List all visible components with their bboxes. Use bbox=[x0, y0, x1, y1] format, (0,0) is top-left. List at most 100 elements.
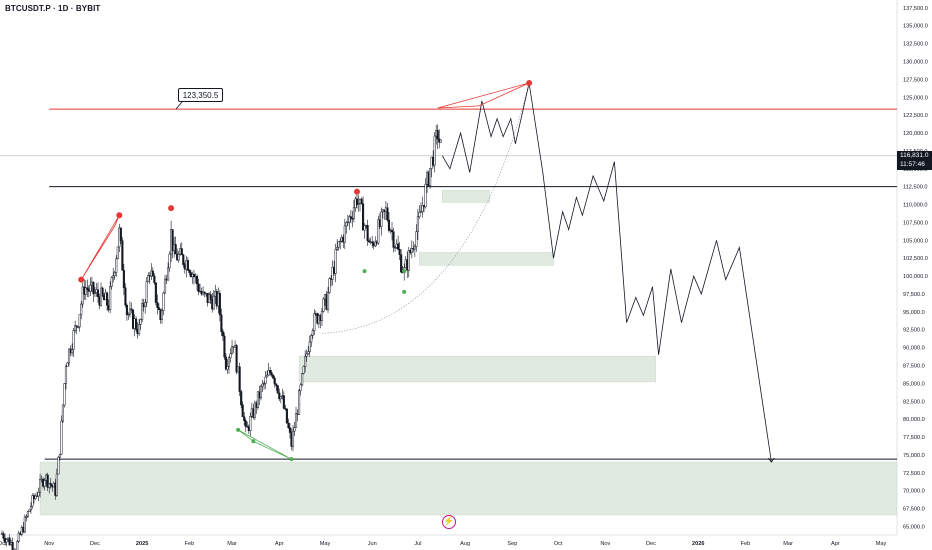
candle-body bbox=[357, 203, 360, 205]
pivot-markers bbox=[78, 79, 533, 462]
candle-body bbox=[139, 319, 142, 325]
red-pivot-marker bbox=[116, 212, 123, 219]
candle-body bbox=[29, 505, 32, 511]
candle-body bbox=[180, 248, 183, 256]
candle-body bbox=[209, 294, 212, 300]
candle-body bbox=[124, 287, 127, 306]
time-tick-label: Nov bbox=[600, 541, 610, 547]
time-tick-label: Feb bbox=[741, 541, 751, 547]
candle-body bbox=[243, 416, 246, 422]
candle-body bbox=[186, 260, 189, 271]
candle-body bbox=[294, 413, 298, 428]
candle-body bbox=[337, 241, 340, 248]
candle-body bbox=[71, 349, 74, 354]
candle-body bbox=[416, 216, 419, 232]
candle-body bbox=[279, 396, 282, 400]
price-tick-label: 87,500.0 bbox=[903, 363, 925, 369]
demand-zone bbox=[442, 190, 490, 203]
time-tick-label: Oct bbox=[554, 541, 563, 547]
price-tick-label: 130,000.0 bbox=[903, 60, 928, 66]
candle-body bbox=[301, 373, 304, 386]
candle-body bbox=[269, 369, 272, 373]
candle-body bbox=[113, 272, 116, 276]
price-tick-label: 67,500.0 bbox=[903, 507, 925, 513]
candle-body bbox=[392, 231, 395, 248]
price-tick-label: 122,500.0 bbox=[903, 113, 928, 119]
candle-body bbox=[2, 533, 5, 539]
price-tick-label: 120,000.0 bbox=[903, 131, 928, 137]
time-tick-label: 2025 bbox=[136, 541, 148, 547]
candle-body bbox=[439, 139, 442, 143]
price-tick-label: 100,000.0 bbox=[903, 274, 928, 280]
candle-body bbox=[168, 253, 171, 269]
candle-body bbox=[253, 402, 256, 418]
candle-body bbox=[390, 229, 394, 232]
price-tick-label: 77,500.0 bbox=[903, 435, 925, 441]
candle-body bbox=[218, 293, 221, 316]
price-callout[interactable]: 123,350.5 bbox=[178, 88, 223, 102]
candle-body bbox=[156, 302, 159, 308]
candle-body bbox=[96, 289, 100, 297]
candle-body bbox=[72, 330, 75, 350]
candle-body bbox=[368, 240, 371, 243]
candle-body bbox=[60, 420, 63, 455]
candle-body bbox=[224, 356, 228, 370]
price-tick-label: 95,000.0 bbox=[903, 310, 925, 316]
candle-body bbox=[230, 346, 234, 354]
horizontal-levels bbox=[0, 101, 897, 460]
dotted-curve bbox=[321, 82, 530, 334]
candle-body bbox=[386, 207, 389, 221]
candle-body bbox=[345, 221, 348, 227]
price-tick-label: 127,500.0 bbox=[903, 77, 928, 83]
candle-body bbox=[240, 391, 243, 406]
bar-countdown: 11:57:46 bbox=[900, 160, 925, 168]
candle-body bbox=[112, 275, 115, 278]
candle-body bbox=[80, 303, 83, 315]
current-price-value: 116,831.0 bbox=[900, 152, 929, 159]
candle-body bbox=[433, 135, 436, 166]
candle-body bbox=[366, 225, 369, 242]
candle-body bbox=[363, 225, 366, 231]
time-tick-label: Dec bbox=[646, 541, 656, 547]
candle-body bbox=[58, 453, 61, 458]
candle-body bbox=[326, 292, 330, 310]
candle-body bbox=[5, 539, 8, 543]
green-pivot-marker bbox=[251, 439, 256, 444]
projected-path-line bbox=[441, 82, 772, 463]
candle-body bbox=[151, 270, 154, 277]
candle-body bbox=[78, 314, 81, 328]
candle-body bbox=[311, 330, 314, 336]
candle-body bbox=[291, 430, 295, 447]
candle-body bbox=[93, 292, 96, 295]
candle-body bbox=[320, 311, 323, 321]
candle-body bbox=[272, 374, 275, 379]
candle-body bbox=[238, 366, 241, 392]
candle-body bbox=[241, 404, 244, 418]
candle-body bbox=[377, 219, 380, 244]
candle-body bbox=[67, 348, 71, 364]
candle-body bbox=[310, 335, 313, 343]
projected-path-arrowhead bbox=[768, 457, 775, 463]
green-pivot-marker bbox=[236, 427, 241, 432]
candle-body bbox=[351, 218, 354, 220]
candle-body bbox=[147, 275, 150, 282]
candle-body bbox=[28, 509, 31, 512]
candle-body bbox=[299, 384, 302, 391]
candle-body bbox=[66, 362, 69, 367]
price-tick-label: 65,000.0 bbox=[903, 524, 925, 530]
candle-body bbox=[273, 377, 276, 385]
candle-body bbox=[197, 283, 200, 292]
candle-body bbox=[400, 254, 403, 273]
demand-zones bbox=[39, 190, 898, 516]
candle-body bbox=[285, 408, 288, 424]
price-tick-label: 137,500.0 bbox=[903, 6, 928, 12]
candle-body bbox=[99, 287, 103, 306]
time-tick-label: May bbox=[876, 541, 887, 547]
time-tick-label: 2026 bbox=[692, 541, 704, 547]
candle-body bbox=[262, 383, 266, 385]
candle-body bbox=[259, 385, 263, 399]
candle-body bbox=[304, 356, 307, 367]
candle-body bbox=[141, 303, 144, 320]
candle-body bbox=[89, 284, 92, 292]
